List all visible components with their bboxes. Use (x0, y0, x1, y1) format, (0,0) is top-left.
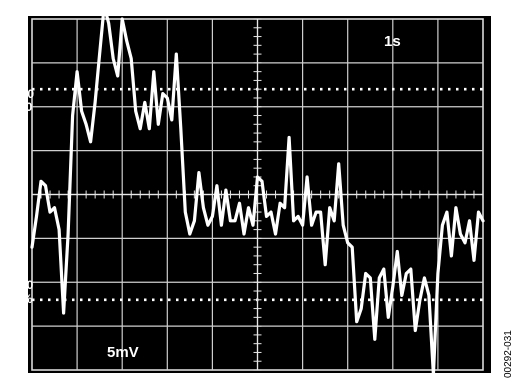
ref-label-100: 100 (14, 87, 34, 101)
center-axes (31, 18, 484, 371)
signal-trace (30, 4, 485, 376)
timebase-label: 1s (384, 33, 401, 50)
trace-line (30, 4, 485, 376)
vertical-scale-label: 5mV (107, 344, 139, 361)
ref-label-10: 10 (20, 278, 34, 292)
ref-label-0-percent: 0% (15, 292, 33, 306)
figure-id-label: 00292-031 (503, 330, 514, 378)
ref-label-90: 90 (19, 100, 33, 114)
